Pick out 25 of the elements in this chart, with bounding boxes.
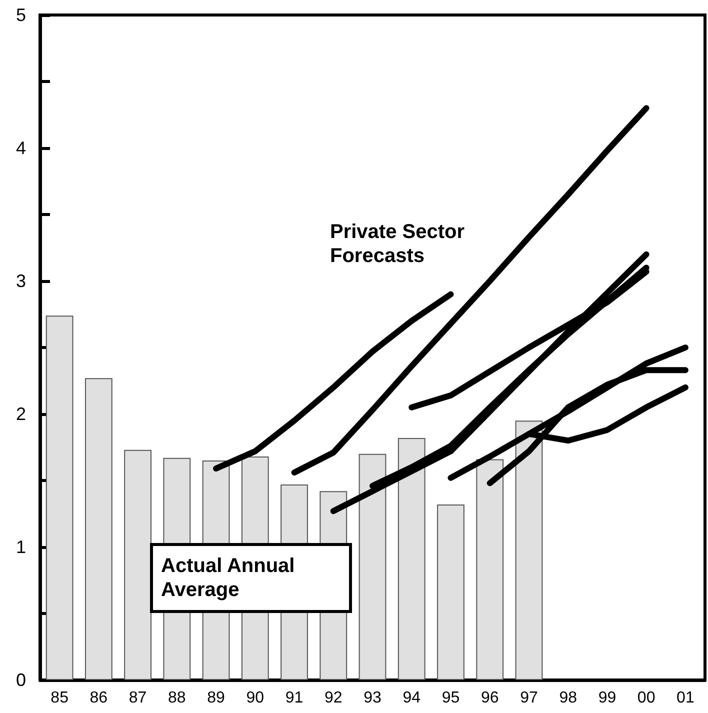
y-tick-label: 1 (16, 537, 26, 557)
x-tick-label: 01 (676, 690, 694, 706)
annotation: Actual Annual Average (161, 555, 300, 601)
x-tick-label: 99 (598, 690, 616, 706)
y-tick-label: 2 (16, 404, 26, 424)
x-tick-label: 87 (128, 690, 147, 706)
x-tick-label: 90 (246, 690, 264, 706)
x-tick-label: 86 (90, 690, 108, 706)
x-tick-label: 91 (285, 690, 304, 706)
x-tick-label: 96 (480, 690, 499, 706)
x-tick-label: 92 (324, 690, 342, 706)
annotation: Private Sector Forecasts (330, 221, 470, 267)
y-tick-label: 0 (16, 670, 26, 690)
x-tick-label: 97 (520, 690, 538, 706)
x-tick-label: 94 (402, 690, 421, 706)
x-tick-label: 00 (637, 690, 656, 706)
x-tick-label: 98 (559, 690, 578, 706)
y-tick-label: 5 (16, 5, 26, 25)
x-tick-label: 89 (207, 690, 226, 706)
x-tick-label: 93 (364, 690, 382, 706)
x-tick-label: 95 (442, 690, 460, 706)
x-tick-label: 88 (168, 690, 186, 706)
y-tick-label: 3 (16, 271, 26, 291)
x-tick-label: 85 (50, 690, 69, 706)
y-tick-label: 4 (16, 138, 26, 158)
